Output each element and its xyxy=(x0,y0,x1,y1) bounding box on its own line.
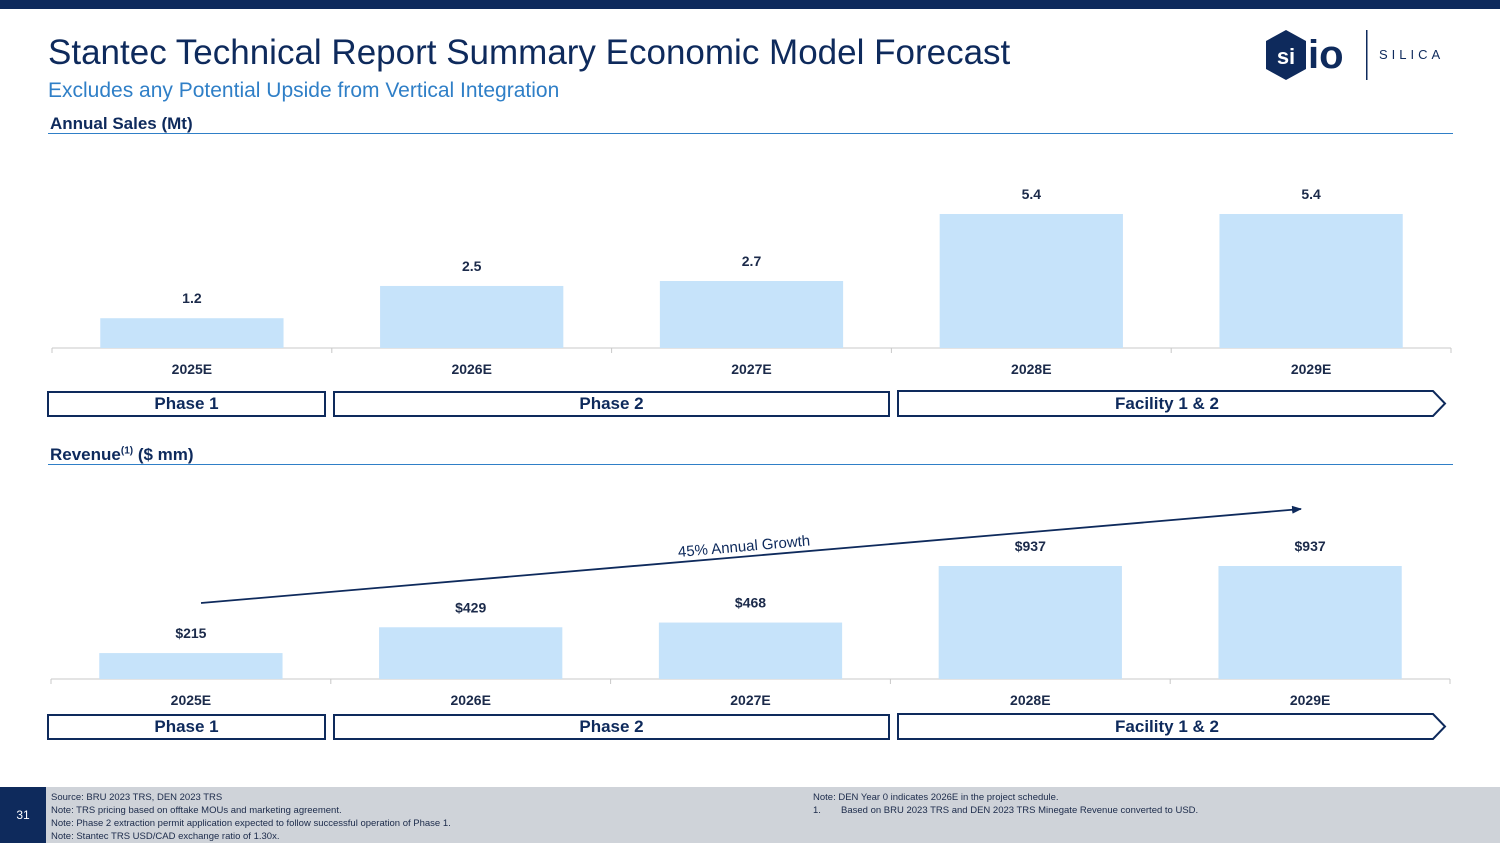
sales-phase-1: Phase 1 xyxy=(47,391,326,417)
svg-text:io: io xyxy=(1308,33,1344,77)
revenue-label-footnote: (1) xyxy=(120,445,134,457)
revenue-section-rule xyxy=(48,464,1453,465)
top-accent-bar xyxy=(0,0,1500,9)
annual-sales-chart: 1.2 2025E 2.5 2026E 2.7 2027E 5.4 2028E 5.4 2029E xyxy=(51,186,1452,377)
revenue-value-label: $937 xyxy=(1015,538,1046,554)
page-number: 31 xyxy=(0,787,46,843)
sales-tick-label: 2026E xyxy=(451,361,491,377)
sales-value-label: 2.7 xyxy=(742,253,762,269)
footnote-number: 1. xyxy=(813,805,821,816)
revenue-label-main: Revenue xyxy=(50,445,121,464)
revenue-value-label: $429 xyxy=(455,599,486,615)
revenue-tick-label: 2026E xyxy=(450,692,490,708)
sales-value-label: 1.2 xyxy=(182,290,202,306)
footer-note: Note: TRS pricing based on offtake MOUs … xyxy=(51,805,342,816)
footer-note: Note: Phase 2 extraction permit applicat… xyxy=(51,818,451,829)
footnote-text: Based on BRU 2023 TRS and DEN 2023 TRS M… xyxy=(841,805,1199,816)
sales-bar-2029e xyxy=(1219,214,1403,348)
sales-phase-2-label: Phase 2 xyxy=(579,394,644,413)
revenue-tick-label: 2029E xyxy=(1290,692,1330,708)
sales-bar-2026e xyxy=(380,285,564,348)
sales-tick-label: 2028E xyxy=(1011,361,1051,377)
page-subtitle: Excludes any Potential Upside from Verti… xyxy=(48,79,560,102)
sio-logo: si io xyxy=(1266,30,1368,80)
sales-bar-2028e xyxy=(939,214,1123,348)
revenue-tick-label: 2027E xyxy=(730,692,770,708)
sales-tick-label: 2027E xyxy=(731,361,771,377)
sales-bar-2025e xyxy=(100,318,284,348)
footnote: 1. Based on BRU 2023 TRS and DEN 2023 TRS… xyxy=(813,804,1198,817)
footer-bar xyxy=(0,787,1500,843)
revenue-value-label: $468 xyxy=(735,595,766,611)
revenue-value-label: $937 xyxy=(1295,538,1326,554)
sales-section-rule xyxy=(48,133,1453,134)
revenue-facility-arrow xyxy=(897,713,1447,740)
sales-facility-label: Facility 1 & 2 xyxy=(1115,393,1219,413)
revenue-bar-2027e xyxy=(658,622,843,679)
svg-text:si: si xyxy=(1277,44,1295,69)
sales-value-label: 5.4 xyxy=(1301,186,1321,202)
revenue-tick-label: 2028E xyxy=(1010,692,1050,708)
footer-notes-left: Source: BRU 2023 TRS, DEN 2023 TRS Note:… xyxy=(51,791,451,843)
revenue-chart: $215 2025E $429 2026E $468 2027E $937 2028E $937… xyxy=(50,505,1451,708)
revenue-bar-2025e xyxy=(99,653,283,679)
footer-note: Note: Stantec TRS USD/CAD exchange ratio… xyxy=(51,831,280,842)
page-title: Stantec Technical Report Summary Economi… xyxy=(48,33,1011,72)
footer-note: Note: DEN Year 0 indicates 2026E in the … xyxy=(813,792,1059,803)
revenue-label-unit: ($ mm) xyxy=(133,445,194,464)
sales-value-label: 2.5 xyxy=(462,258,482,274)
revenue-bar-2029e xyxy=(1218,566,1402,679)
revenue-phase-1: Phase 1 xyxy=(47,714,326,740)
logo-wordmark: SILICA xyxy=(1379,47,1445,62)
sales-value-label: 5.4 xyxy=(1022,186,1042,202)
revenue-section-label: Revenue(1) ($ mm) xyxy=(50,445,194,465)
sales-phase-1-label: Phase 1 xyxy=(154,394,219,413)
sales-phase-2: Phase 2 xyxy=(333,391,890,417)
revenue-bar-2028e xyxy=(938,566,1122,679)
revenue-facility-label: Facility 1 & 2 xyxy=(1115,716,1219,736)
revenue-tick-label: 2025E xyxy=(171,692,211,708)
revenue-phase-2-label: Phase 2 xyxy=(579,717,644,736)
revenue-bar-2026e xyxy=(379,627,563,679)
footer-notes-right: Note: DEN Year 0 indicates 2026E in the … xyxy=(813,791,1198,817)
sales-section-label: Annual Sales (Mt) xyxy=(50,114,193,133)
revenue-phase-2: Phase 2 xyxy=(333,714,890,740)
footer-note: Source: BRU 2023 TRS, DEN 2023 TRS xyxy=(51,792,223,803)
revenue-phase-1-label: Phase 1 xyxy=(154,717,219,736)
sales-tick-label: 2025E xyxy=(172,361,212,377)
growth-trend-arrow xyxy=(200,505,1302,604)
sales-bar-2027e xyxy=(659,281,844,348)
sales-tick-label: 2029E xyxy=(1291,361,1331,377)
revenue-value-label: $215 xyxy=(175,625,206,641)
sales-facility-arrow xyxy=(897,390,1447,417)
